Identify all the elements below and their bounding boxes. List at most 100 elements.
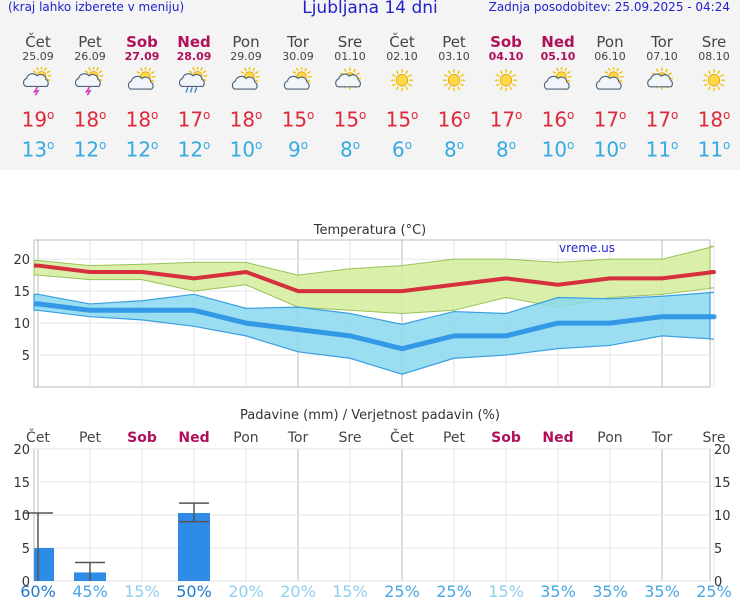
- sun-icon: [697, 67, 731, 97]
- degree-mark: o: [411, 108, 418, 122]
- min-temp-value: 10: [230, 137, 255, 161]
- day-name: Tor: [272, 34, 324, 50]
- partly-cloudy-icon: [125, 67, 159, 97]
- max-temp: 18o: [220, 103, 272, 132]
- temp-chart-title: Temperatura (°C): [313, 223, 426, 238]
- min-temp: 10o: [584, 132, 636, 163]
- max-temp-value: 18: [126, 108, 151, 132]
- day-name: Pon: [584, 34, 636, 50]
- day-column: Sre 08.10 18o 11o: [688, 34, 740, 162]
- day-column: Tor 30.09 15o 9o: [272, 34, 324, 162]
- rain-probability: 25%: [696, 582, 732, 600]
- day-column: Sob 04.10 17o 8o: [480, 34, 532, 162]
- max-temp-value: 17: [646, 108, 671, 132]
- day-name: Sob: [480, 34, 532, 50]
- day-name: Tor: [636, 34, 688, 50]
- degree-mark: o: [723, 138, 730, 152]
- rain-probability: 35%: [592, 582, 628, 600]
- min-temp-value: 8: [496, 137, 509, 161]
- degree-mark: o: [255, 138, 262, 152]
- day-date: 07.10: [636, 50, 688, 63]
- partly-cloudy-icon: [541, 67, 575, 97]
- degree-mark: o: [671, 138, 678, 152]
- rain-day-label: Ned: [178, 430, 209, 446]
- day-name: Pet: [428, 34, 480, 50]
- min-temp-value: 13: [22, 137, 47, 161]
- degree-mark: o: [567, 138, 574, 152]
- rain-day-label: Čet: [390, 428, 414, 446]
- max-temp-value: 17: [594, 108, 619, 132]
- min-temp-value: 12: [178, 137, 203, 161]
- rain-y-tick-left: 5: [22, 542, 30, 557]
- day-column: Pon 06.10 17o 10o: [584, 34, 636, 162]
- rain-bar: [178, 513, 210, 581]
- max-temp-value: 17: [178, 108, 203, 132]
- temp-y-tick: 15: [13, 285, 30, 300]
- day-column: Sre 01.10 15o 8o: [324, 34, 376, 162]
- rain-day-labels: Čet Pet Sob Ned Pon Tor Sre Čet Pet Sob Ned Pon Tor S…: [26, 428, 725, 446]
- day-date: 30.09: [272, 50, 324, 63]
- rain-y-tick-left: 20: [13, 443, 30, 458]
- last-update: Zadnja posodobitev: 25.09.2025 - 04:24: [489, 0, 730, 14]
- min-temp-value: 12: [74, 137, 99, 161]
- max-temp-value: 18: [74, 108, 99, 132]
- rain-shower-icon: [177, 67, 211, 97]
- rain-probability: 50%: [176, 582, 212, 600]
- min-temp: 12o: [116, 132, 168, 163]
- min-temp-value: 12: [126, 137, 151, 161]
- max-temp-value: 15: [282, 108, 307, 132]
- day-name: Pon: [220, 34, 272, 50]
- degree-mark: o: [515, 108, 522, 122]
- max-temp: 16o: [532, 103, 584, 132]
- rain-y-tick-right: 5: [714, 542, 722, 557]
- day-date: 08.10: [688, 50, 740, 63]
- degree-mark: o: [203, 138, 210, 152]
- rain-probability: 35%: [540, 582, 576, 600]
- rain-probability: 45%: [72, 582, 108, 600]
- degree-mark: o: [47, 108, 54, 122]
- day-column: Pet 26.09 18o 12o: [64, 34, 116, 162]
- max-temp-value: 17: [490, 108, 515, 132]
- degree-mark: o: [509, 138, 516, 152]
- max-temp-value: 15: [386, 108, 411, 132]
- max-temp: 18o: [116, 103, 168, 132]
- degree-mark: o: [619, 138, 626, 152]
- day-date: 29.09: [220, 50, 272, 63]
- day-column: Pon 29.09 18o 10o: [220, 34, 272, 162]
- max-temp: 17o: [168, 103, 220, 132]
- day-column: Sob 27.09 18o 12o: [116, 34, 168, 162]
- rain-day-label: Ned: [542, 430, 573, 446]
- day-column: Čet 25.09 19o 13o: [12, 34, 64, 162]
- watermark: vreme.us: [559, 241, 615, 255]
- day-date: 05.10: [532, 50, 584, 63]
- rain-probability: 15%: [124, 582, 160, 600]
- temperature-chart: Temperatura (°C) 5 10 15 20 vreme.us: [0, 215, 740, 405]
- temp-y-ticks: 5101520: [13, 253, 30, 364]
- day-column: Pet 03.10 16o 8o: [428, 34, 480, 162]
- max-temp-value: 15: [334, 108, 359, 132]
- rain-y-tick-left: 15: [13, 476, 30, 491]
- rain-day-label: Pet: [79, 430, 102, 446]
- degree-mark: o: [151, 138, 158, 152]
- min-temp-value: 6: [392, 137, 405, 161]
- day-name: Sre: [324, 34, 376, 50]
- min-temp: 6o: [376, 132, 428, 163]
- min-temp: 13o: [12, 132, 64, 163]
- min-temp: 8o: [324, 132, 376, 163]
- min-temp: 8o: [428, 132, 480, 163]
- rain-probability: 15%: [332, 582, 368, 600]
- precipitation-chart: Padavine (mm) / Verjetnost padavin (%) Č…: [0, 400, 740, 600]
- rain-day-label: Pet: [443, 430, 466, 446]
- degree-mark: o: [463, 108, 470, 122]
- day-date: 03.10: [428, 50, 480, 63]
- min-temp-value: 8: [444, 137, 457, 161]
- min-temp-value: 9: [288, 137, 301, 161]
- max-temp-value: 18: [698, 108, 723, 132]
- min-temp: 11o: [688, 132, 740, 163]
- day-name: Sre: [688, 34, 740, 50]
- max-temp: 17o: [584, 103, 636, 132]
- rain-day-label: Tor: [651, 430, 673, 446]
- rain-y-tick-right: 10: [714, 509, 731, 524]
- min-temp: 10o: [220, 132, 272, 163]
- day-date: 02.10: [376, 50, 428, 63]
